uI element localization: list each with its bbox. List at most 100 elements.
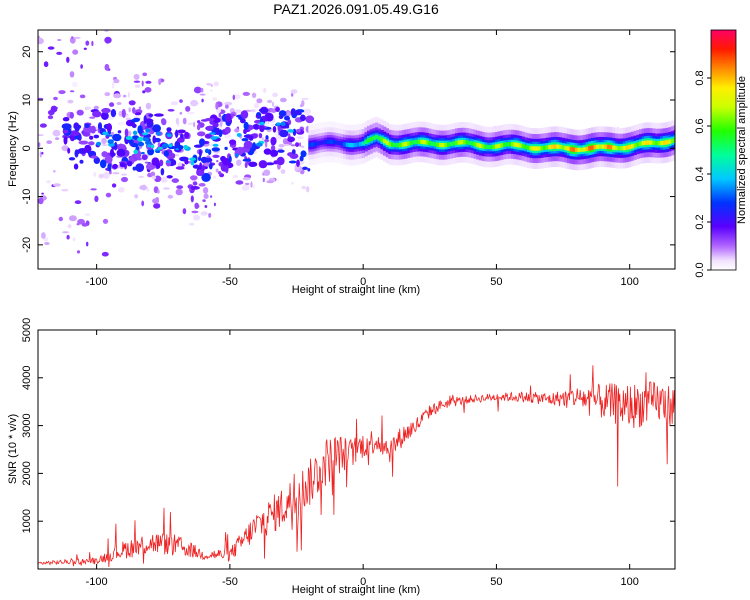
spectrogram-noise-blob	[215, 102, 219, 110]
spectrogram-ridge-cell	[383, 139, 387, 144]
spectrogram-cluster-blob	[200, 156, 208, 164]
snr-frame	[37, 329, 676, 570]
spectrogram-cluster-blob	[97, 122, 103, 130]
spectrogram-ridge-cell	[529, 146, 533, 151]
spectrogram-cluster-blob	[116, 148, 126, 157]
spectrogram-ridge-cell	[471, 141, 475, 146]
spectrogram-ridge-cell	[500, 143, 504, 148]
spectrogram-cluster-blob	[121, 108, 126, 118]
spectrogram-noise-blob	[46, 140, 53, 145]
spectrogram-ridge-cell	[372, 135, 376, 140]
spectrogram-bright-spot	[147, 144, 151, 147]
spectrogram-bright-spot	[175, 148, 179, 151]
spectrogram-noise-blob	[47, 115, 54, 120]
spectrogram-cluster-blob	[92, 110, 102, 118]
spectrogram-noise-blob	[191, 210, 199, 214]
spectrogram-ridge-cell	[540, 146, 544, 151]
spectrogram-noise-blob	[296, 136, 304, 140]
spectrogram-ridge-cell	[503, 142, 507, 147]
spectrogram-ridge-cell	[321, 140, 325, 145]
snr-y-label: SNR (10 * v/v)	[7, 414, 19, 484]
spectrogram-noise-blob	[38, 134, 44, 137]
spectrogram-noise-blob	[90, 188, 97, 191]
spectrogram-ridge-cell	[327, 139, 331, 144]
spectrogram-ridge-cell	[582, 147, 587, 152]
spectrogram-cluster-blob	[93, 156, 101, 164]
spectrogram-noise-blob	[224, 101, 233, 106]
spectrogram-noise-blob	[245, 182, 250, 186]
spectrogram-noise-blob	[280, 97, 287, 103]
spectrogram-cluster-blob	[241, 138, 249, 142]
spectrogram-ridge-cell	[359, 141, 363, 147]
spectrogram-noise-blob	[187, 122, 194, 126]
spectrogram-cluster-blob	[89, 135, 94, 140]
spectrogram-bright-spot	[287, 129, 294, 133]
spectrogram-ridge-cell	[550, 144, 555, 149]
spectrogram-cluster-blob	[110, 109, 117, 118]
spectrogram-noise-blob	[208, 213, 212, 218]
spectrogram-cluster-blob	[74, 126, 80, 132]
spectrogram-ridge-cell	[526, 145, 531, 150]
spectrogram-noise-blob	[111, 81, 115, 89]
spectrogram-cluster-blob	[302, 166, 308, 170]
spectrogram-cluster-blob	[63, 136, 68, 145]
spectrogram-ridge-cell	[396, 143, 400, 148]
spectrogram-cluster-blob	[151, 126, 160, 131]
colorbar-tick-label: 0.8	[694, 70, 706, 85]
spectrogram-cluster-blob	[88, 141, 95, 146]
spectrogram-cluster-blob	[84, 144, 92, 154]
spectrogram-cluster-blob	[112, 133, 122, 142]
spectrogram-bright-spot	[142, 132, 149, 136]
spectrogram-noise-blob	[113, 78, 120, 84]
spectrogram-noise-blob	[219, 121, 223, 127]
spectrogram-cluster-blob	[272, 126, 277, 133]
spectrogram-noise-blob	[193, 86, 202, 94]
spectrogram-noise-blob	[118, 187, 125, 193]
spectrogram-noise-blob	[132, 107, 136, 114]
spectrogram-ridge-cell	[670, 138, 675, 143]
spectrogram-cluster-blob	[68, 157, 76, 161]
spectrogram-noise-blob	[199, 93, 206, 96]
spectrogram-cluster-blob	[296, 159, 300, 167]
spectrogram-ridge-cell	[380, 137, 384, 142]
spectrogram-noise-blob	[235, 180, 244, 185]
spectrogram-ridge-cell	[439, 142, 443, 148]
spectrogram-ridge-cell	[636, 142, 640, 147]
spectrogram-noise-blob	[142, 90, 146, 94]
spectrogram-cluster-blob	[264, 139, 270, 143]
spectrogram-cluster-blob	[199, 138, 206, 147]
spectrogram-noise-blob	[182, 208, 187, 215]
spectrogram-noise-blob	[113, 93, 121, 99]
spectrogram-cluster-blob	[275, 106, 280, 112]
spectrogram-cluster-blob	[131, 118, 140, 123]
spectrogram-ridge-cell	[521, 144, 525, 149]
spectrogram-noise-blob	[41, 151, 44, 155]
spectrogram-bright-spot	[156, 131, 162, 136]
spectrogram-cluster-blob	[292, 128, 297, 136]
spectrogram-ridge-cell	[364, 139, 368, 144]
spectrogram-noise-blob	[301, 100, 305, 107]
spectrogram-noise-blob	[38, 197, 44, 205]
spectrogram-ridge-cell	[628, 144, 632, 150]
spectrogram-ridge-cell	[569, 147, 573, 152]
spectrogram-bright-spot	[145, 140, 152, 145]
spectrogram-cluster-blob	[171, 161, 177, 166]
spectrogram-noise-blob	[104, 63, 110, 71]
spectrogram-noise-blob	[171, 178, 179, 184]
spectrogram-cluster-blob	[124, 128, 129, 137]
spectrogram-ridge-cell	[335, 140, 339, 145]
spectrogram-noise-blob	[270, 108, 277, 113]
spectrogram-x-label: Height of straight line (km)	[292, 284, 420, 296]
spectrogram-cluster-blob	[93, 134, 100, 139]
spectrogram-cluster-blob	[197, 131, 206, 137]
spectrogram-cluster-blob	[73, 163, 79, 170]
spectrogram-noise-blob	[167, 109, 175, 112]
spectrogram-bright-spot	[166, 160, 171, 163]
spectrogram-noise-blob	[46, 180, 51, 184]
spectrogram-cluster-blob	[90, 155, 98, 159]
spectrogram-noise-blob	[80, 64, 83, 69]
spectrogram-noise-blob	[267, 99, 273, 104]
spectrogram-cluster-blob	[62, 129, 69, 134]
spectrogram-noise-blob	[66, 234, 70, 240]
spectrogram-noise-blob	[152, 198, 160, 204]
